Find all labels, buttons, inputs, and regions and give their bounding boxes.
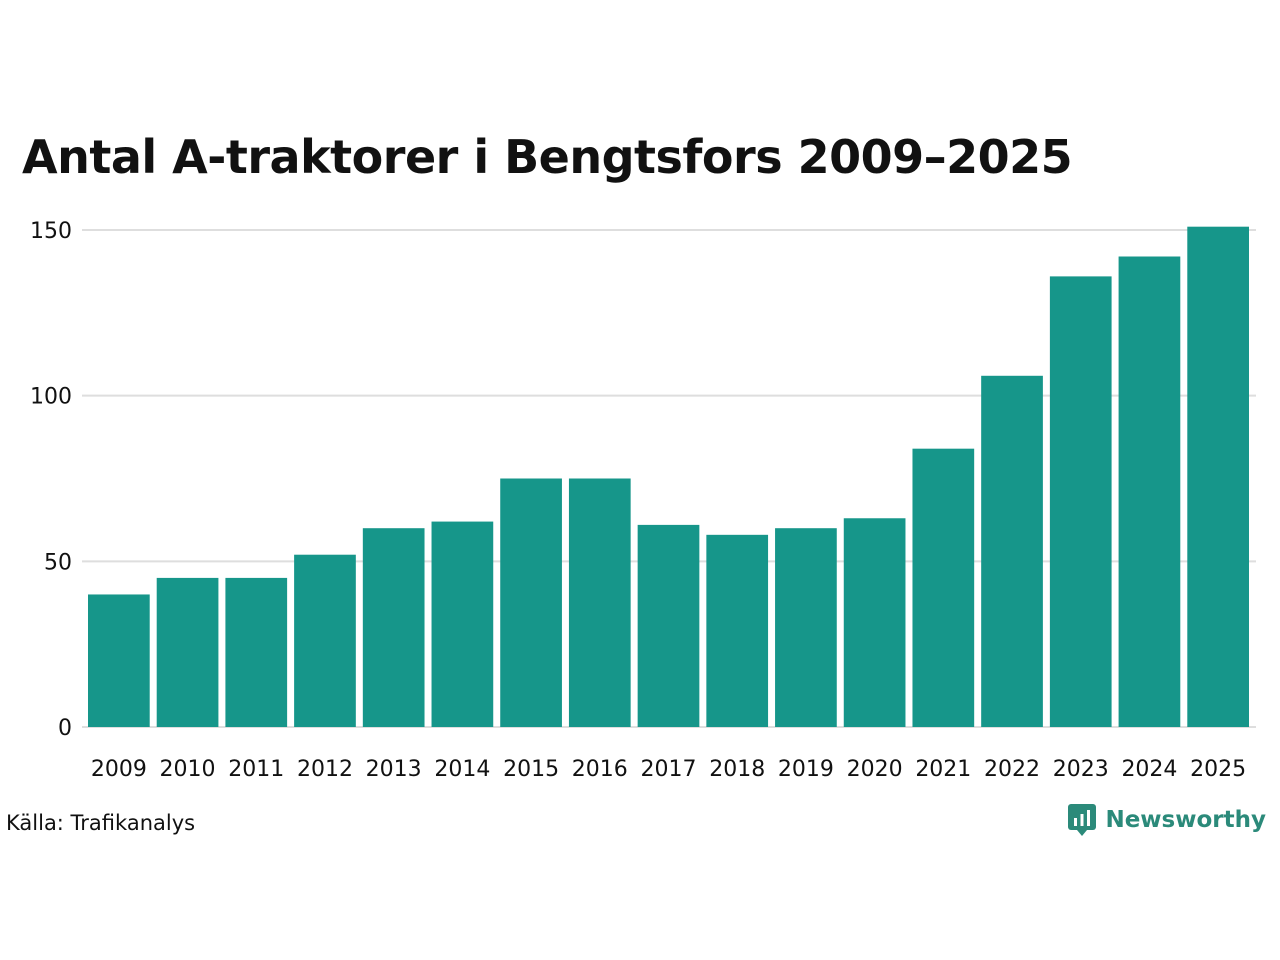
x-tick-label: 2012: [297, 757, 353, 782]
y-tick-label: 150: [30, 219, 72, 244]
x-axis-ticks: 2009 2010 2011 2012 2013 2014 2015 2016 2017 2018…: [91, 757, 1246, 782]
brand-logo: Newsworthy: [1067, 803, 1266, 837]
x-tick-label: 2020: [847, 757, 903, 782]
bar-2016: [568, 478, 631, 727]
x-tick-label: 2023: [1053, 757, 1109, 782]
x-tick-label: 2011: [228, 757, 284, 782]
bar-2022: [981, 375, 1043, 727]
bar-2025: [1187, 226, 1249, 728]
x-tick-label: 2016: [572, 757, 628, 782]
y-tick-label: 0: [58, 716, 72, 741]
x-tick-label: 2010: [160, 757, 216, 782]
x-tick-label: 2022: [984, 757, 1040, 782]
x-tick-label: 2015: [503, 757, 559, 782]
x-tick-label: 2024: [1121, 757, 1177, 782]
x-tick-label: 2009: [91, 757, 147, 782]
bar-2009: [88, 594, 150, 727]
bar-2018: [706, 534, 769, 727]
y-tick-label: 100: [30, 385, 72, 410]
bar-2014: [431, 521, 494, 727]
x-tick-label: 2025: [1190, 757, 1246, 782]
bar-2020: [843, 518, 906, 727]
bar-2023: [1049, 276, 1112, 727]
newsworthy-logo-icon: [1068, 804, 1097, 836]
bars: [88, 226, 1249, 728]
x-tick-label: 2017: [641, 757, 697, 782]
bar-2024: [1118, 256, 1181, 727]
brand-name: Newsworthy: [1105, 807, 1266, 833]
bar-2017: [637, 524, 700, 727]
x-tick-label: 2019: [778, 757, 834, 782]
source-note: Källa: Trafikanalys: [6, 811, 196, 835]
bar-2013: [362, 528, 425, 727]
bar-2021: [912, 448, 975, 727]
bar-2019: [775, 528, 837, 727]
y-tick-label: 50: [44, 550, 72, 575]
bar-2015: [500, 478, 562, 727]
bar-2012: [294, 554, 356, 727]
chart-title: Antal A-traktorer i Bengtsfors 2009–2025: [22, 130, 1073, 184]
x-tick-label: 2014: [434, 757, 490, 782]
y-axis-ticks: 0 50 100 150: [30, 219, 72, 741]
x-tick-label: 2021: [915, 757, 971, 782]
bar-2011: [225, 577, 288, 727]
x-tick-label: 2018: [709, 757, 765, 782]
x-tick-label: 2013: [366, 757, 422, 782]
bar-2010: [156, 577, 219, 727]
